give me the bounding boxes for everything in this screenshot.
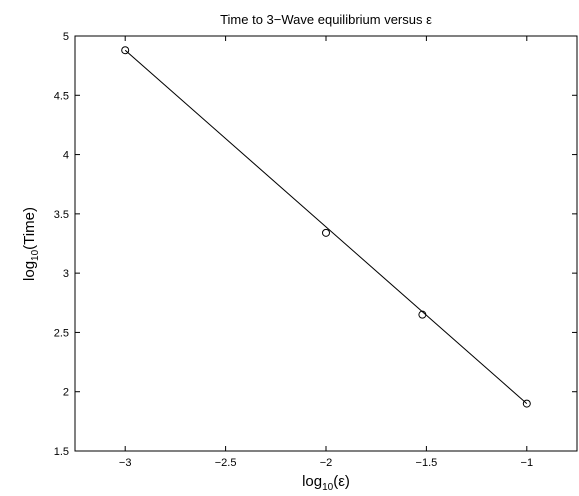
markers-layer <box>121 46 531 408</box>
y-tick-label: 1.5 <box>54 446 69 458</box>
data-point <box>418 310 427 319</box>
x-axis-label-rest: (ε) <box>333 473 350 490</box>
data-point <box>322 228 330 237</box>
y-axis-label-base: log <box>21 261 38 281</box>
x-tick-label: −2 <box>320 457 333 469</box>
chart-title: Time to 3−Wave equilibrium versus ε <box>220 12 432 27</box>
data-point <box>522 399 531 408</box>
x-tick-label: −2.5 <box>215 457 237 469</box>
y-axis-label: log10(Time) <box>21 207 41 281</box>
y-axis-label-sub: 10 <box>30 249 41 261</box>
tick-labels: −3 −2.5 −2 −1.5 −1 1.5 2 2.5 3 3.5 4 4.5 5 <box>54 31 533 469</box>
x-axis-label-base: log <box>302 473 322 490</box>
x-tick-label: −3 <box>119 457 132 469</box>
y-axis-label-rest: (Time) <box>21 207 38 250</box>
x-tick-label: −1.5 <box>416 457 438 469</box>
y-tick-label: 5 <box>63 31 69 43</box>
x-axis-label-sub: 10 <box>322 482 334 493</box>
fit-line-layer <box>124 49 528 404</box>
y-tick-label: 3 <box>63 268 69 280</box>
y-tick-label: 3.5 <box>54 209 69 221</box>
y-tick-label: 2.5 <box>54 327 69 339</box>
x-axis-label: log10(ε) <box>302 473 350 493</box>
data-point <box>121 46 130 55</box>
y-tick-label: 2 <box>63 387 69 399</box>
y-tick-label: 4.5 <box>54 90 69 102</box>
y-tick-label: 4 <box>63 150 69 162</box>
axis-ticks <box>75 35 577 452</box>
fit-line <box>124 49 528 404</box>
plot-area <box>74 35 578 452</box>
x-tick-label: −1 <box>521 457 534 469</box>
